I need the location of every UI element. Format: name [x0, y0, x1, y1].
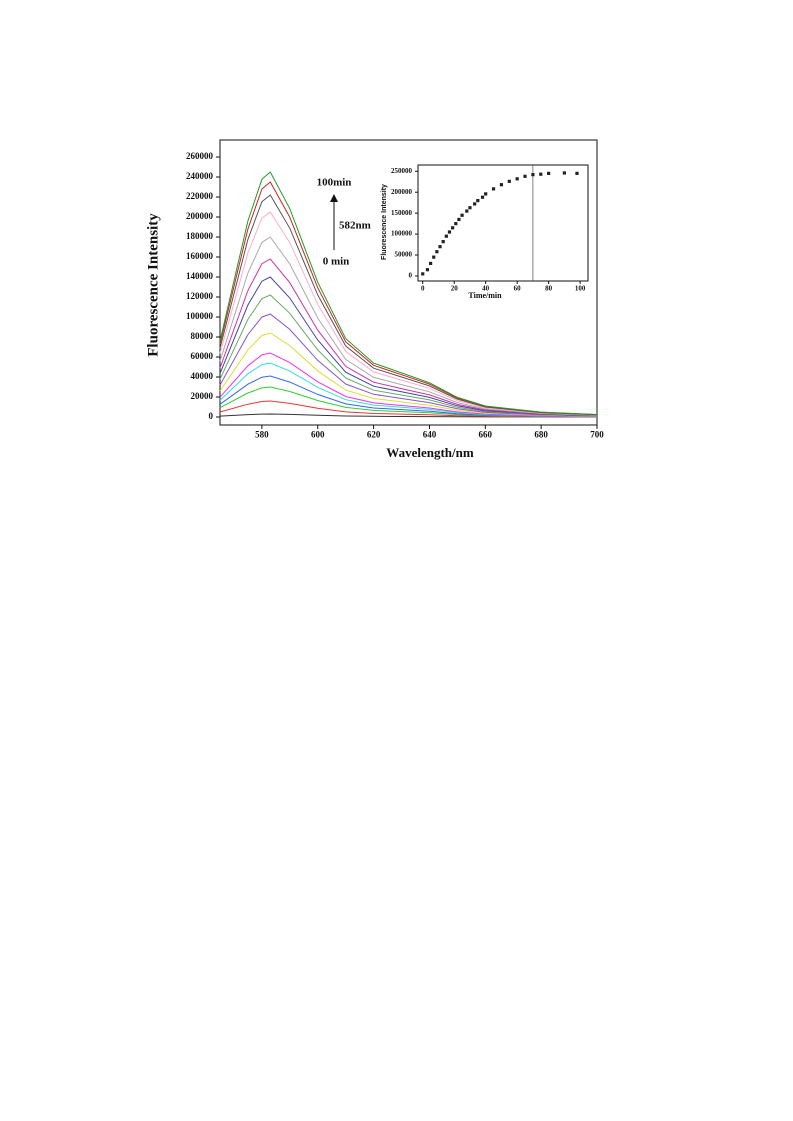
- y-tick-label: 200000: [186, 211, 214, 221]
- x-tick-label: 80: [545, 285, 553, 293]
- data-point: [460, 213, 464, 217]
- x-tick-label: 0: [421, 285, 425, 293]
- spectrum-line: [219, 294, 598, 417]
- x-axis-label: Wavelength/nm: [386, 445, 474, 460]
- data-point: [468, 206, 472, 210]
- data-point: [562, 171, 566, 175]
- x-tick-label: 620: [367, 429, 381, 439]
- spectrum-line: [219, 236, 598, 416]
- data-point: [547, 171, 551, 175]
- spectrum-line: [219, 400, 598, 418]
- y-tick-label: 160000: [186, 251, 214, 261]
- arrow-head: [330, 194, 338, 202]
- data-point: [484, 192, 488, 196]
- data-point: [432, 255, 436, 259]
- plot-frame: [219, 139, 598, 426]
- spectrum-line: [219, 258, 598, 416]
- annotation: 582nm: [339, 220, 371, 232]
- spectrum-line: [219, 352, 598, 417]
- data-point: [441, 240, 445, 244]
- y-tick-label: 150000: [391, 209, 413, 217]
- inset-y-label: Fluorescence Intensity: [381, 184, 388, 260]
- data-point: [499, 183, 504, 187]
- y-tick-label: 60000: [191, 351, 214, 361]
- data-point: [435, 250, 439, 254]
- annotation: 100min: [317, 177, 352, 189]
- spectrum-line: [219, 171, 598, 415]
- spectrum-line: [219, 194, 598, 416]
- data-point: [480, 195, 485, 199]
- data-point: [447, 230, 452, 234]
- y-tick-label: 120000: [186, 291, 214, 301]
- data-point: [444, 234, 448, 238]
- x-tick-label: 20: [451, 285, 459, 293]
- data-point: [428, 261, 433, 266]
- spectrum-line: [219, 362, 598, 417]
- x-tick-label: 40: [482, 285, 490, 293]
- y-tick-label: 140000: [186, 271, 214, 281]
- data-point: [438, 245, 442, 249]
- x-tick-label: 100: [575, 285, 586, 293]
- data-point: [425, 268, 430, 272]
- annotation: 0 min: [323, 256, 350, 268]
- inset-x-label: Time/min: [468, 291, 502, 300]
- data-point: [421, 272, 425, 276]
- y-tick-label: 240000: [186, 171, 214, 181]
- data-point: [476, 198, 480, 203]
- data-point: [523, 174, 527, 178]
- y-tick-label: 200000: [391, 188, 413, 196]
- data-point: [575, 171, 579, 175]
- x-tick-label: 680: [534, 429, 548, 439]
- y-tick-label: 100000: [391, 230, 413, 238]
- y-tick-label: 250000: [391, 167, 413, 175]
- y-tick-label: 80000: [191, 331, 214, 341]
- y-tick-label: 20000: [191, 391, 214, 401]
- spectrum-line: [219, 211, 598, 416]
- y-tick-label: 100000: [186, 311, 214, 321]
- spectrum-line: [219, 332, 598, 417]
- y-tick-label: 180000: [186, 231, 214, 241]
- x-tick-label: 660: [479, 429, 493, 439]
- y-tick-label: 220000: [186, 191, 214, 201]
- spectrum-line: [219, 375, 598, 418]
- data-point: [451, 226, 455, 230]
- spectrum-line: [219, 276, 598, 417]
- spectrum-line: [219, 313, 598, 417]
- y-tick-label: 260000: [186, 151, 214, 161]
- data-point: [457, 217, 461, 222]
- data-point: [491, 187, 496, 191]
- data-point: [507, 179, 511, 183]
- data-point: [531, 173, 535, 177]
- data-point: [454, 222, 458, 226]
- data-point: [465, 209, 469, 213]
- x-tick-label: 60: [514, 285, 522, 293]
- y-tick-label: 40000: [191, 371, 214, 381]
- y-tick-label: 0: [409, 272, 413, 280]
- x-tick-label: 580: [255, 429, 269, 439]
- y-tick-label: 50000: [395, 251, 413, 259]
- plot-frame: [417, 164, 589, 282]
- x-tick-label: 600: [311, 429, 325, 439]
- data-point: [473, 202, 477, 206]
- y-tick-label: 0: [209, 411, 214, 421]
- y-axis-label: Fluorescence Intensity: [145, 213, 161, 357]
- data-point: [539, 172, 543, 176]
- spectrum-line: [219, 413, 598, 418]
- x-tick-label: 640: [423, 429, 437, 439]
- x-tick-label: 700: [590, 429, 604, 439]
- data-point: [515, 177, 519, 181]
